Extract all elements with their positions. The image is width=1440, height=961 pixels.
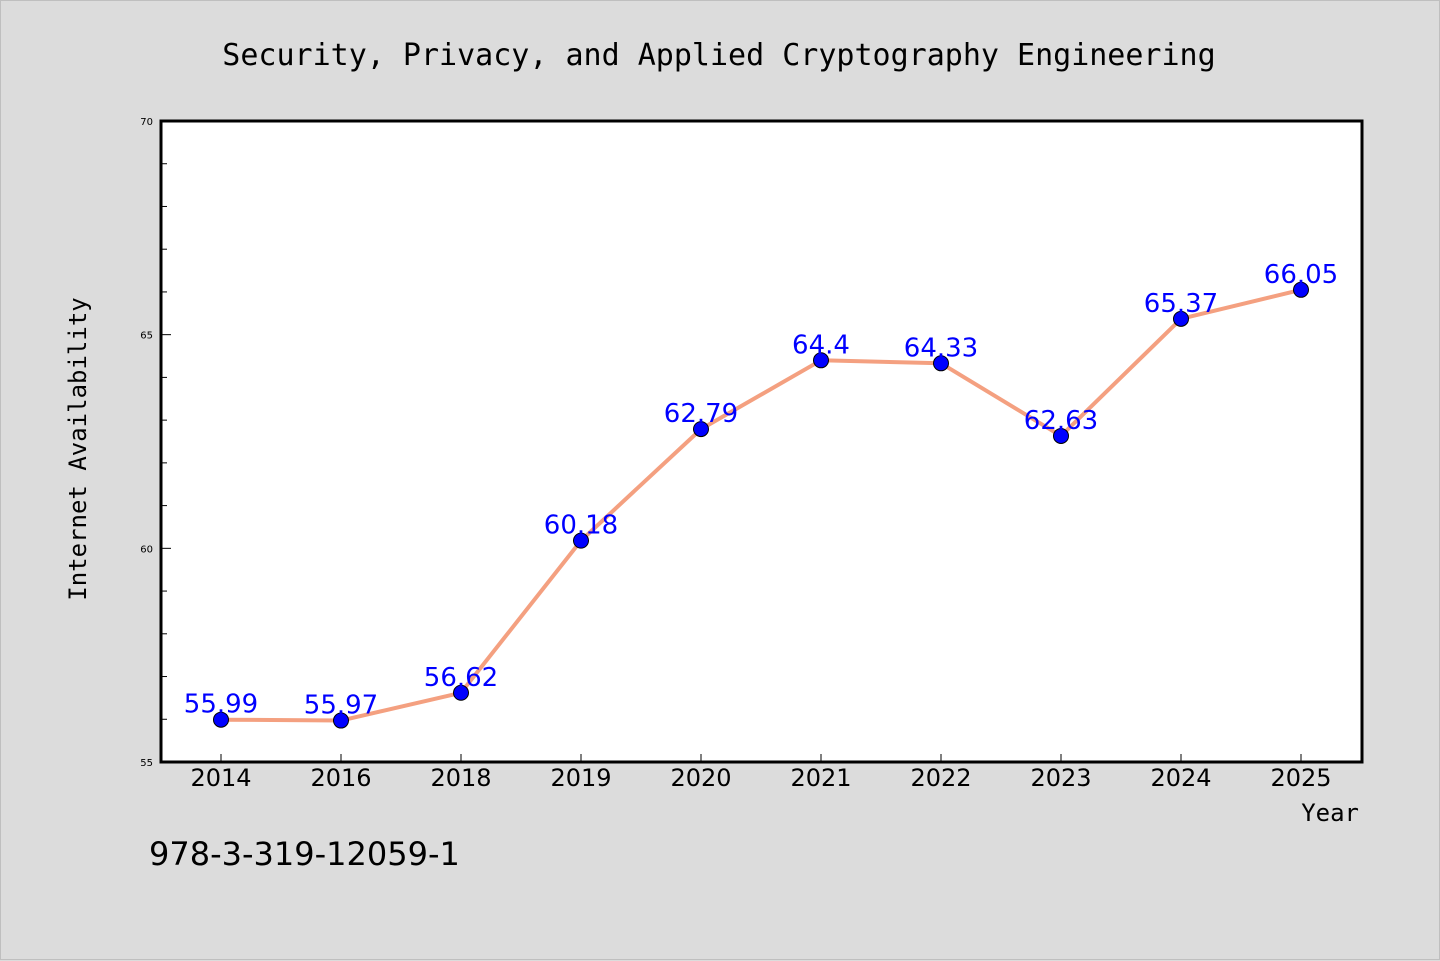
y-axis: 55 60 65 70	[140, 117, 171, 769]
x-tick-label: 2022	[910, 764, 971, 792]
data-label: 65.37	[1144, 289, 1218, 319]
x-tick-label: 2025	[1270, 764, 1331, 792]
data-label: 62.79	[664, 399, 738, 429]
y-tick-label: 55	[140, 758, 153, 769]
data-point	[693, 421, 709, 438]
data-label: 64.33	[904, 333, 978, 363]
data-label: 62.63	[1024, 406, 1098, 436]
data-labels: 55.99 55.97 56.62 60.18 62.79 64.4 64.33 62.63 6…	[184, 260, 1338, 721]
x-tick-label: 2019	[550, 764, 611, 792]
data-point	[453, 684, 469, 701]
x-tick-label: 2020	[670, 764, 731, 792]
data-label: 56.62	[424, 663, 498, 693]
data-point	[1173, 310, 1189, 327]
x-tick-label: 2016	[310, 764, 371, 792]
isbn-code: 978-3-319-12059-1	[149, 835, 460, 873]
chart-title: Security, Privacy, and Applied Cryptogra…	[222, 38, 1215, 73]
data-label: 55.99	[184, 690, 258, 720]
data-point	[1053, 427, 1069, 444]
y-tick-label: 65	[140, 331, 153, 342]
data-point	[573, 532, 589, 549]
data-point	[813, 352, 829, 369]
x-tick-label: 2018	[430, 764, 491, 792]
data-point	[213, 711, 229, 728]
series-polyline	[219, 287, 1303, 723]
x-tick-label: 2014	[190, 764, 251, 792]
x-axis-label: Year	[1301, 799, 1359, 827]
data-label: 60.18	[544, 511, 618, 541]
y-axis-label: Internet Availability	[64, 297, 92, 600]
y-tick-label: 70	[140, 117, 153, 128]
y-tick-label: 60	[140, 544, 153, 555]
x-axis: 2014 2016 2018 2019 2020 2021 2022 2023 2024 2025	[190, 754, 1332, 792]
data-label: 64.4	[792, 330, 850, 360]
x-tick-label: 2021	[790, 764, 851, 792]
data-label: 55.97	[304, 691, 378, 721]
series-line	[213, 281, 1309, 729]
x-tick-label: 2024	[1150, 764, 1211, 792]
data-point	[933, 355, 949, 372]
data-point	[1293, 281, 1309, 298]
plot-area	[159, 119, 1364, 764]
data-label: 66.05	[1264, 260, 1338, 290]
data-point	[333, 712, 349, 729]
x-tick-label: 2023	[1030, 764, 1091, 792]
